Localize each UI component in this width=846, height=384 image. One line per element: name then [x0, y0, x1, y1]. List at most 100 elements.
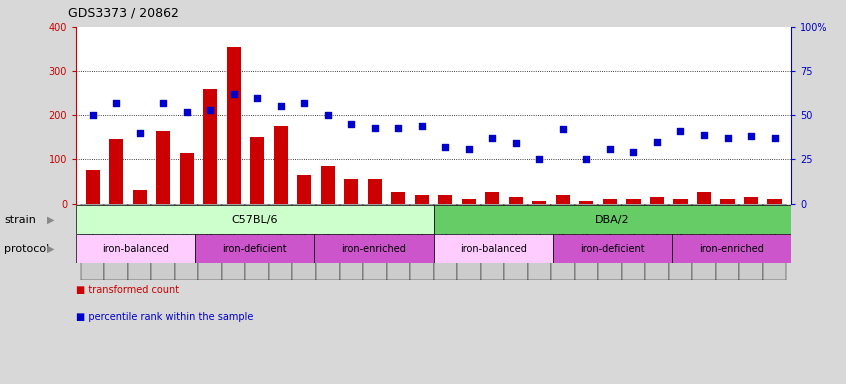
- Text: GSM262953: GSM262953: [630, 207, 636, 250]
- Bar: [222, 204, 245, 280]
- Bar: [321, 166, 335, 204]
- Bar: [504, 204, 528, 280]
- Point: [697, 132, 711, 138]
- Bar: [462, 199, 476, 204]
- Point: [109, 100, 123, 106]
- Text: GSM262954: GSM262954: [654, 207, 660, 250]
- Text: GSM262765: GSM262765: [113, 207, 119, 250]
- Bar: [626, 199, 640, 204]
- Point: [157, 100, 170, 106]
- Bar: [109, 139, 124, 204]
- Point: [533, 156, 547, 162]
- Bar: [415, 195, 429, 204]
- Bar: [528, 204, 551, 280]
- Bar: [552, 234, 672, 263]
- Text: protocol: protocol: [4, 243, 49, 254]
- Text: GSM262844: GSM262844: [748, 207, 754, 250]
- Text: GSM262800: GSM262800: [301, 207, 307, 250]
- Bar: [645, 204, 668, 280]
- Text: ▶: ▶: [47, 215, 54, 225]
- Text: GSM262770: GSM262770: [184, 207, 190, 250]
- Bar: [203, 89, 217, 204]
- Text: GSM262773: GSM262773: [371, 207, 378, 250]
- Text: GSM262950: GSM262950: [560, 207, 566, 250]
- Bar: [195, 234, 315, 263]
- Bar: [672, 234, 791, 263]
- Bar: [763, 204, 786, 280]
- Bar: [250, 137, 264, 204]
- Text: GSM262841: GSM262841: [678, 207, 684, 250]
- Bar: [344, 179, 359, 204]
- Point: [509, 141, 523, 147]
- Point: [651, 139, 664, 145]
- Bar: [744, 197, 758, 204]
- Bar: [508, 197, 523, 204]
- Bar: [410, 204, 433, 280]
- Point: [627, 149, 640, 156]
- Point: [438, 144, 452, 150]
- Bar: [76, 234, 195, 263]
- Text: GSM262843: GSM262843: [724, 207, 730, 250]
- Bar: [133, 190, 146, 204]
- Text: GSM262820: GSM262820: [489, 207, 496, 250]
- Bar: [673, 199, 688, 204]
- Point: [227, 91, 240, 97]
- Text: strain: strain: [4, 215, 36, 225]
- Text: iron-deficient: iron-deficient: [222, 243, 287, 254]
- Text: iron-enriched: iron-enriched: [342, 243, 406, 254]
- Bar: [433, 205, 791, 234]
- Bar: [104, 204, 128, 280]
- Text: GSM262768: GSM262768: [137, 207, 143, 250]
- Bar: [556, 195, 570, 204]
- Point: [203, 107, 217, 113]
- Point: [744, 133, 758, 139]
- Point: [486, 135, 499, 141]
- Text: GSM262951: GSM262951: [584, 207, 590, 250]
- Text: GSM262819: GSM262819: [466, 207, 472, 250]
- Bar: [622, 204, 645, 280]
- Point: [415, 123, 429, 129]
- Point: [180, 109, 194, 115]
- Text: iron-balanced: iron-balanced: [459, 243, 526, 254]
- Bar: [368, 179, 382, 204]
- Text: GSM262839: GSM262839: [513, 207, 519, 250]
- Bar: [273, 126, 288, 204]
- Point: [344, 121, 358, 127]
- Text: GSM262772: GSM262772: [349, 207, 354, 250]
- Point: [580, 156, 593, 162]
- Bar: [227, 47, 241, 204]
- Bar: [457, 204, 481, 280]
- Bar: [574, 204, 598, 280]
- Bar: [339, 204, 363, 280]
- Bar: [293, 204, 316, 280]
- Point: [768, 135, 782, 141]
- Bar: [551, 204, 574, 280]
- Bar: [486, 192, 499, 204]
- Bar: [76, 205, 433, 234]
- Text: iron-balanced: iron-balanced: [102, 243, 169, 254]
- Text: GSM262771: GSM262771: [325, 207, 331, 250]
- Text: GSM262799: GSM262799: [277, 207, 283, 250]
- Text: GSM262845: GSM262845: [772, 207, 777, 250]
- Point: [392, 124, 405, 131]
- Text: DBA/2: DBA/2: [595, 215, 629, 225]
- Bar: [128, 204, 151, 280]
- Bar: [297, 175, 311, 204]
- Text: GSM262762: GSM262762: [90, 207, 96, 250]
- Point: [721, 135, 734, 141]
- Point: [368, 124, 382, 131]
- Text: GSM262840: GSM262840: [536, 207, 542, 250]
- Text: GSM262769: GSM262769: [160, 207, 166, 250]
- Bar: [650, 197, 664, 204]
- Bar: [151, 204, 175, 280]
- Point: [274, 103, 288, 109]
- Bar: [481, 204, 504, 280]
- Bar: [85, 170, 100, 204]
- Text: C57BL/6: C57BL/6: [232, 215, 278, 225]
- Bar: [81, 204, 104, 280]
- Point: [250, 94, 264, 101]
- Text: ▶: ▶: [47, 243, 54, 254]
- Bar: [433, 234, 552, 263]
- Text: iron-deficient: iron-deficient: [580, 243, 645, 254]
- Point: [85, 112, 99, 118]
